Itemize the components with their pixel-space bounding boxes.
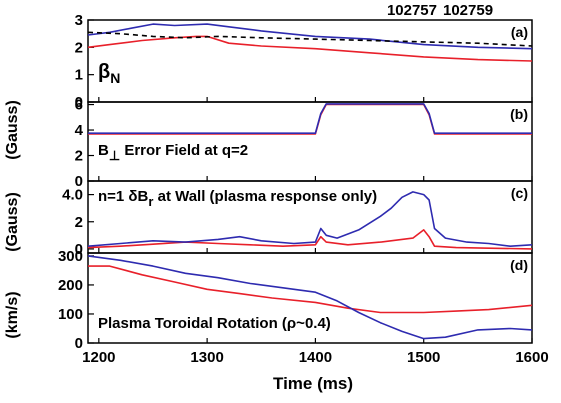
series-line-102759 xyxy=(87,23,533,50)
y-tick-label: 2 xyxy=(75,148,83,165)
y-tick-label: 300 xyxy=(58,248,83,265)
y-tick-label: 2 xyxy=(75,39,83,56)
x-tick-label: 1300 xyxy=(190,349,223,366)
series-line-102757 xyxy=(88,265,533,314)
y-tick-label: 4.0 xyxy=(62,187,83,204)
legend-shot-b: 102759 xyxy=(443,2,493,19)
series-line-102757 xyxy=(87,229,533,250)
y-tick-label: 1 xyxy=(75,67,83,84)
panel-tag: (a) xyxy=(511,24,528,40)
y-tick-label: 4 xyxy=(75,122,84,139)
ylabel-kms: (km/s) xyxy=(4,291,21,338)
series-line-dashed-2 xyxy=(87,31,533,47)
y-tick-label: 0 xyxy=(75,173,83,190)
series-line-102759 xyxy=(87,191,533,247)
panel-label: B⊥ Error Field at q=2 xyxy=(98,142,248,163)
y-tick-label: 2 xyxy=(75,214,83,231)
series-line-102759 xyxy=(88,103,532,134)
y-tick-label: 0 xyxy=(75,241,83,258)
panel-3: 0 100 200 300 (d) Plasma Toroidal Rotation (ρ… xyxy=(58,248,533,352)
panel-label: n=1 δBr at Wall (plasma response only) xyxy=(98,188,377,209)
panel-tag: (c) xyxy=(511,185,528,201)
legend: 102757 102759 xyxy=(387,2,493,19)
panel-tag: (b) xyxy=(510,106,528,122)
panel-2: 0 2 4.0 (c) n=1 δBr at Wall (plasma response… xyxy=(62,180,533,258)
y-tick-label: 200 xyxy=(58,277,83,294)
panel-0: 0 1 2 3 (a) βN xyxy=(75,12,533,111)
series-line-102757 xyxy=(87,35,533,62)
series-line-102757 xyxy=(88,103,532,135)
ylabel-gauss-bottom: (Gauss) xyxy=(4,192,21,252)
panel-frame xyxy=(87,19,533,103)
xaxis-label: Time (ms) xyxy=(273,374,353,393)
series-line-102759 xyxy=(87,255,533,340)
y-tick-label: 6 xyxy=(75,97,83,114)
panel-frame xyxy=(87,252,533,344)
y-tick-label: 3 xyxy=(75,12,83,29)
x-tick-label: 1500 xyxy=(407,349,440,366)
panel-tag: (d) xyxy=(510,257,528,273)
x-tick-label: 1200 xyxy=(82,349,115,366)
x-tick-label: 1600 xyxy=(515,349,548,366)
y-tick-label: 0 xyxy=(75,94,83,111)
legend-shot-a: 102757 xyxy=(387,2,437,19)
ylabel-gauss-top: (Gauss) xyxy=(4,100,21,160)
panel-label: Plasma Toroidal Rotation (ρ~0.4) xyxy=(98,315,331,332)
panel-1: 0 2 4 6 (b) B⊥ Error Field at q=2 xyxy=(75,97,533,190)
y-tick-label: 0 xyxy=(75,335,83,352)
y-tick-label: 100 xyxy=(58,306,83,323)
panel-label: βN xyxy=(98,61,120,86)
x-tick-label: 1400 xyxy=(299,349,332,366)
